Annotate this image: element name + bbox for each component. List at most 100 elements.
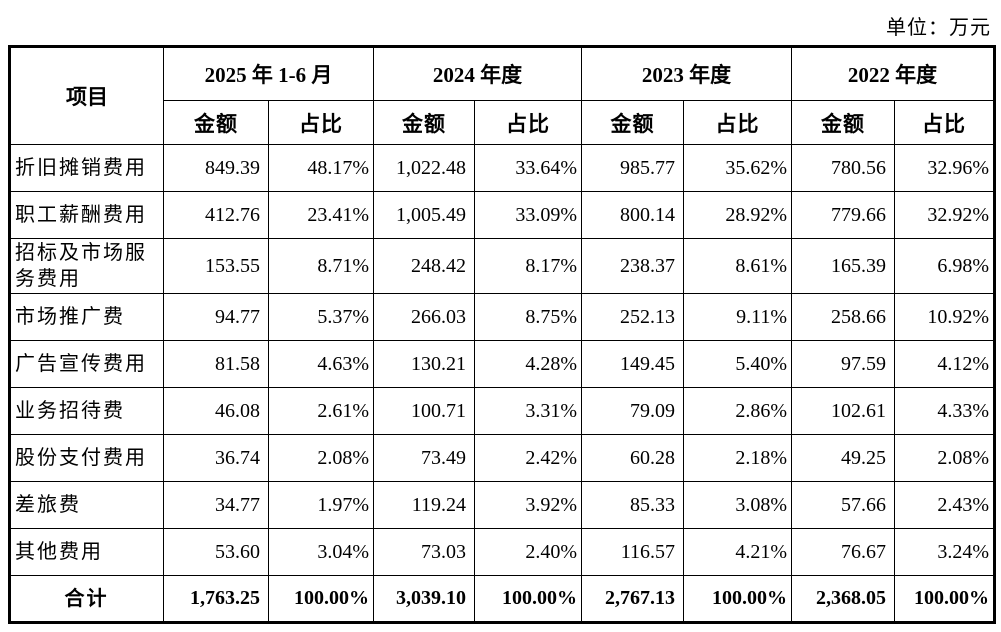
ratio-cell: 8.71% <box>268 238 374 294</box>
amount-cell: 79.09 <box>581 387 684 435</box>
amount-cell: 60.28 <box>581 434 684 482</box>
table-row: 职工薪酬费用 412.76 23.41% 1,005.49 33.09% 800… <box>9 191 995 239</box>
ratio-cell: 3.92% <box>474 481 582 529</box>
ratio-cell: 6.98% <box>894 238 995 294</box>
table-row: 差旅费 34.77 1.97% 119.24 3.92% 85.33 3.08%… <box>9 481 995 529</box>
ratio-header: 占比 <box>474 100 582 145</box>
amount-cell: 46.08 <box>163 387 269 435</box>
amount-cell: 3,039.10 <box>373 575 475 623</box>
row-item-label: 市场推广费 <box>9 293 164 341</box>
ratio-cell: 100.00% <box>268 575 374 623</box>
amount-cell: 116.57 <box>581 528 684 576</box>
amount-cell: 36.74 <box>163 434 269 482</box>
amount-cell: 248.42 <box>373 238 475 294</box>
ratio-cell: 3.08% <box>683 481 792 529</box>
table-row: 市场推广费 94.77 5.37% 266.03 8.75% 252.13 9.… <box>9 293 995 341</box>
row-item-label: 其他费用 <box>9 528 164 576</box>
amount-cell: 73.49 <box>373 434 475 482</box>
ratio-cell: 48.17% <box>268 144 374 192</box>
ratio-cell: 4.33% <box>894 387 995 435</box>
amount-cell: 1,763.25 <box>163 575 269 623</box>
ratio-cell: 10.92% <box>894 293 995 341</box>
ratio-cell: 2.18% <box>683 434 792 482</box>
ratio-cell: 8.17% <box>474 238 582 294</box>
amount-cell: 94.77 <box>163 293 269 341</box>
amount-cell: 412.76 <box>163 191 269 239</box>
amount-cell: 49.25 <box>791 434 895 482</box>
amount-header: 金额 <box>373 100 475 145</box>
ratio-cell: 28.92% <box>683 191 792 239</box>
amount-header: 金额 <box>581 100 684 145</box>
table-row: 招标及市场服务费用 153.55 8.71% 248.42 8.17% 238.… <box>9 238 995 294</box>
item-column-header: 项目 <box>9 46 164 145</box>
amount-cell: 165.39 <box>791 238 895 294</box>
table-row: 广告宣传费用 81.58 4.63% 130.21 4.28% 149.45 5… <box>9 340 995 388</box>
period-header-2022: 2022 年度 <box>791 46 995 101</box>
ratio-header: 占比 <box>894 100 995 145</box>
row-item-label: 股份支付费用 <box>9 434 164 482</box>
amount-cell: 2,368.05 <box>791 575 895 623</box>
row-item-label: 招标及市场服务费用 <box>9 238 164 294</box>
table-row: 业务招待费 46.08 2.61% 100.71 3.31% 79.09 2.8… <box>9 387 995 435</box>
amount-cell: 76.67 <box>791 528 895 576</box>
ratio-cell: 2.43% <box>894 481 995 529</box>
row-item-label: 广告宣传费用 <box>9 340 164 388</box>
amount-cell: 985.77 <box>581 144 684 192</box>
row-item-label: 折旧摊销费用 <box>9 144 164 192</box>
amount-cell: 130.21 <box>373 340 475 388</box>
amount-cell: 97.59 <box>791 340 895 388</box>
amount-cell: 149.45 <box>581 340 684 388</box>
total-row: 合计 1,763.25 100.00% 3,039.10 100.00% 2,7… <box>9 575 995 623</box>
ratio-cell: 9.11% <box>683 293 792 341</box>
ratio-cell: 2.08% <box>894 434 995 482</box>
amount-cell: 779.66 <box>791 191 895 239</box>
amount-cell: 780.56 <box>791 144 895 192</box>
amount-cell: 119.24 <box>373 481 475 529</box>
row-item-label: 合计 <box>9 575 164 623</box>
amount-cell: 85.33 <box>581 481 684 529</box>
row-item-label: 职工薪酬费用 <box>9 191 164 239</box>
table-row: 其他费用 53.60 3.04% 73.03 2.40% 116.57 4.21… <box>9 528 995 576</box>
amount-cell: 102.61 <box>791 387 895 435</box>
amount-cell: 34.77 <box>163 481 269 529</box>
ratio-cell: 5.40% <box>683 340 792 388</box>
period-header-2023: 2023 年度 <box>581 46 792 101</box>
amount-cell: 73.03 <box>373 528 475 576</box>
ratio-cell: 35.62% <box>683 144 792 192</box>
row-item-label: 差旅费 <box>9 481 164 529</box>
ratio-cell: 8.75% <box>474 293 582 341</box>
ratio-cell: 2.61% <box>268 387 374 435</box>
amount-cell: 81.58 <box>163 340 269 388</box>
ratio-cell: 2.86% <box>683 387 792 435</box>
ratio-cell: 23.41% <box>268 191 374 239</box>
period-header-2024: 2024 年度 <box>373 46 582 101</box>
amount-cell: 266.03 <box>373 293 475 341</box>
amount-header: 金额 <box>791 100 895 145</box>
expense-table: 项目 2025 年 1-6 月 2024 年度 2023 年度 2022 年度 … <box>8 45 996 624</box>
table-row: 折旧摊销费用 849.39 48.17% 1,022.48 33.64% 985… <box>9 144 995 192</box>
ratio-cell: 1.97% <box>268 481 374 529</box>
ratio-cell: 4.63% <box>268 340 374 388</box>
ratio-cell: 3.04% <box>268 528 374 576</box>
amount-cell: 1,022.48 <box>373 144 475 192</box>
ratio-cell: 5.37% <box>268 293 374 341</box>
ratio-cell: 33.09% <box>474 191 582 239</box>
amount-cell: 800.14 <box>581 191 684 239</box>
amount-cell: 1,005.49 <box>373 191 475 239</box>
expense-table-body: 折旧摊销费用 849.39 48.17% 1,022.48 33.64% 985… <box>9 144 995 623</box>
header-group-row: 项目 2025 年 1-6 月 2024 年度 2023 年度 2022 年度 <box>9 46 995 145</box>
ratio-cell: 2.42% <box>474 434 582 482</box>
header-sub-row: 金额 占比 金额 占比 金额 占比 金额 占比 <box>10 100 995 145</box>
ratio-cell: 100.00% <box>474 575 582 623</box>
amount-cell: 238.37 <box>581 238 684 294</box>
amount-cell: 2,767.13 <box>581 575 684 623</box>
amount-cell: 57.66 <box>791 481 895 529</box>
period-header-2025: 2025 年 1-6 月 <box>163 46 374 101</box>
ratio-header: 占比 <box>268 100 374 145</box>
ratio-cell: 2.08% <box>268 434 374 482</box>
ratio-cell: 32.92% <box>894 191 995 239</box>
unit-label: 单位：万元 <box>886 17 991 39</box>
ratio-cell: 4.12% <box>894 340 995 388</box>
amount-cell: 252.13 <box>581 293 684 341</box>
amount-cell: 849.39 <box>163 144 269 192</box>
